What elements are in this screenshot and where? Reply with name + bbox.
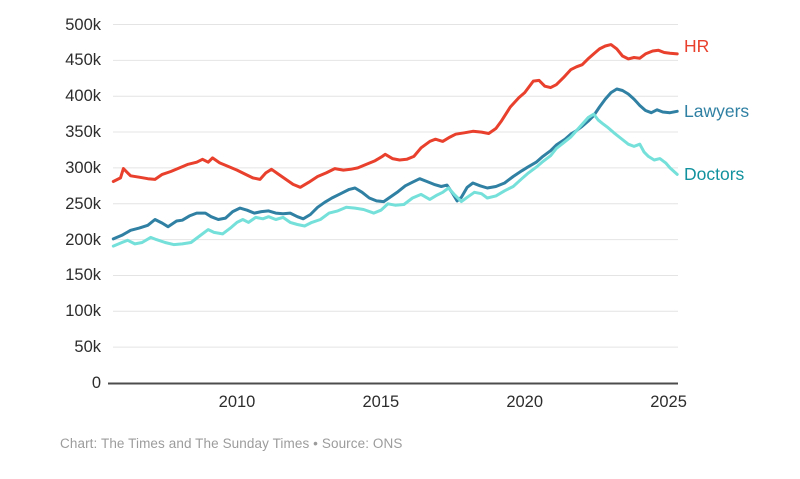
y-tick-label-300k: 300k xyxy=(65,158,101,177)
y-tick-label-100k: 100k xyxy=(65,302,101,321)
y-tick-label-400k: 400k xyxy=(65,87,101,106)
y-tick-label-250k: 250k xyxy=(65,194,101,213)
y-tick-label-150k: 150k xyxy=(65,266,101,285)
series-line-doctors xyxy=(111,112,679,248)
series-label-lawyers: Lawyers xyxy=(684,101,750,122)
y-tick-label-200k: 200k xyxy=(65,230,101,249)
series-line-lawyers xyxy=(111,87,679,241)
chart-source-credit: Chart: The Times and The Sunday Times • … xyxy=(60,436,403,451)
x-tick-label-2015: 2015 xyxy=(362,393,400,411)
series-label-hr: HR xyxy=(684,35,710,56)
y-tick-label-450k: 450k xyxy=(65,51,101,70)
y-tick-label-350k: 350k xyxy=(65,123,101,142)
series-label-doctors: Doctors xyxy=(684,164,745,185)
series-line-hr xyxy=(111,43,679,189)
y-tick-label-50k: 50k xyxy=(74,338,101,357)
x-tick-label-2025: 2025 xyxy=(650,393,687,411)
y-tick-label-0: 0 xyxy=(91,374,101,392)
y-tick-label-500k: 500k xyxy=(65,15,101,34)
x-tick-label-2010: 2010 xyxy=(218,393,256,411)
x-tick-label-2020: 2020 xyxy=(506,393,544,411)
